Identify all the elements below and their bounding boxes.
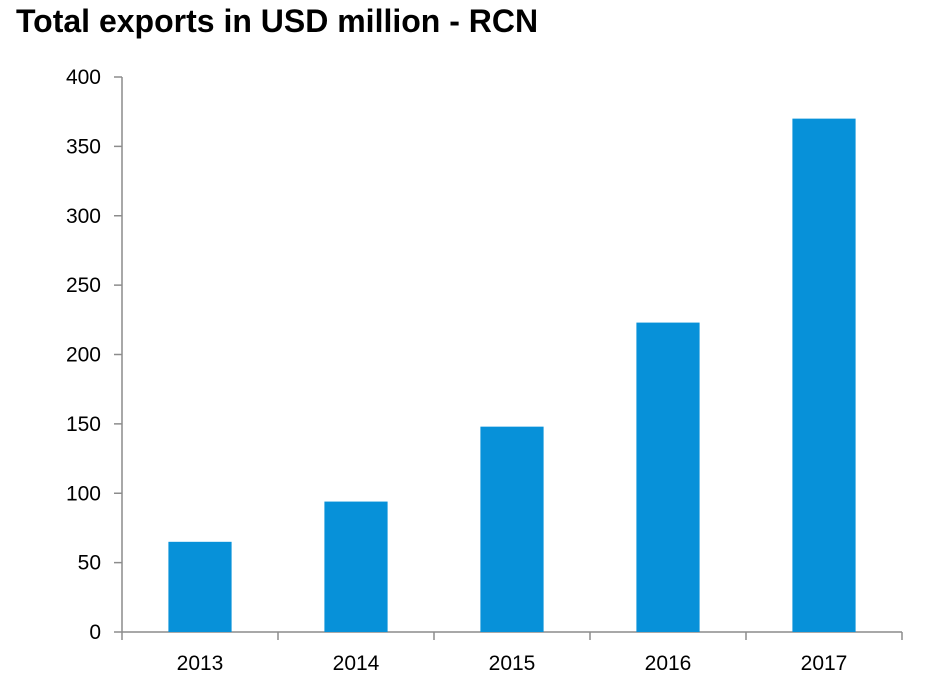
bar-2013 (168, 541, 232, 632)
y-tick-label: 250 (66, 274, 101, 297)
y-tick-label: 150 (66, 413, 101, 436)
y-tick-label: 100 (66, 482, 101, 505)
x-tick-label: 2016 (645, 652, 692, 675)
x-tick-label: 2013 (177, 652, 224, 675)
y-tick-label: 400 (66, 66, 101, 89)
x-tick-label: 2014 (333, 652, 380, 675)
bar-2015 (480, 426, 544, 632)
y-tick-label: 0 (89, 621, 101, 644)
bar-2017 (792, 118, 856, 632)
y-tick-label: 300 (66, 205, 101, 228)
y-tick-label: 200 (66, 344, 101, 367)
bar-2016 (636, 322, 700, 632)
x-tick-label: 2015 (489, 652, 536, 675)
y-axis: 0 50 100 150 200 250 300 350 400 (66, 66, 123, 644)
bars (168, 118, 856, 632)
x-tick-label: 2017 (801, 652, 848, 675)
x-axis: 2013 2014 2015 2016 2017 (121, 631, 903, 675)
y-tick-label: 350 (66, 135, 101, 158)
chart-title: Total exports in USD million - RCN (16, 3, 539, 39)
y-tick-label: 50 (78, 552, 101, 575)
bar-2014 (324, 501, 388, 632)
